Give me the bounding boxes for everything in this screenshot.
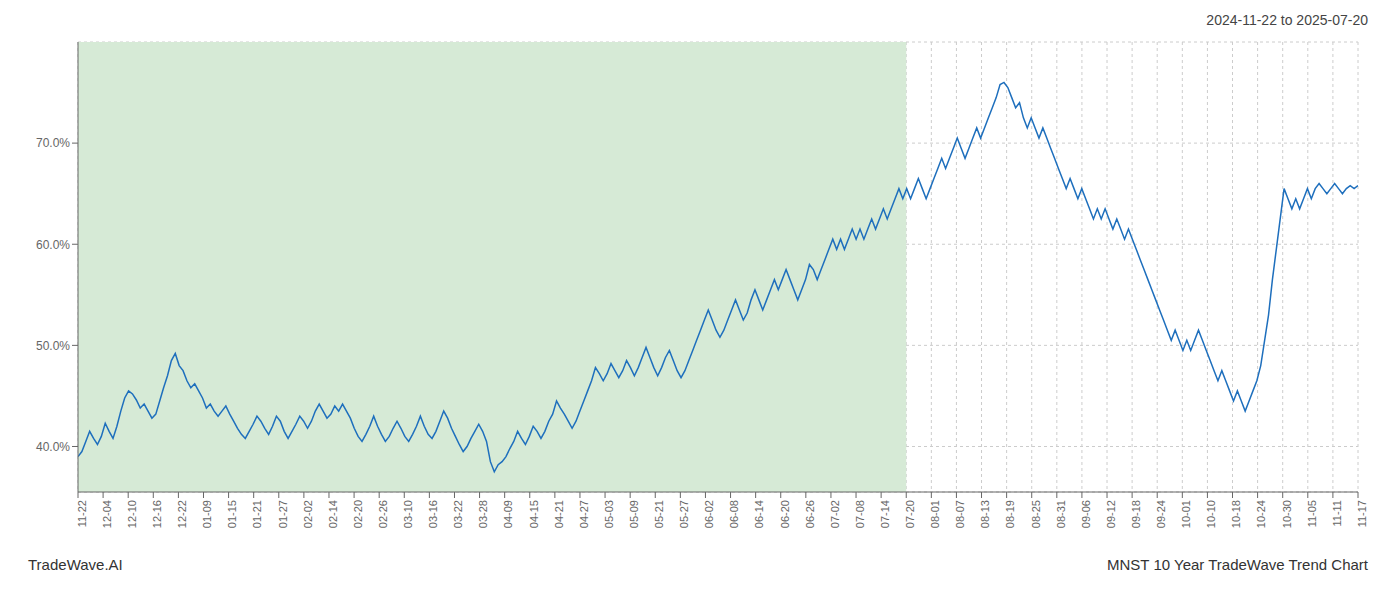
- svg-text:07-20: 07-20: [904, 500, 916, 528]
- svg-text:11-05: 11-05: [1306, 500, 1318, 527]
- svg-text:10-10: 10-10: [1205, 500, 1217, 528]
- svg-text:12-22: 12-22: [176, 500, 188, 528]
- svg-text:12-04: 12-04: [101, 500, 113, 528]
- svg-text:09-18: 09-18: [1130, 500, 1142, 528]
- svg-text:06-20: 06-20: [779, 500, 791, 528]
- svg-text:02-20: 02-20: [352, 500, 364, 528]
- svg-text:01-15: 01-15: [226, 500, 238, 528]
- svg-text:02-26: 02-26: [377, 500, 389, 528]
- html-text:2024-11-22 to 2025-07-20: 2024-11-22 to 2025-07-20: [1206, 12, 1368, 28]
- svg-text:11-17: 11-17: [1356, 500, 1368, 527]
- svg-text:06-26: 06-26: [804, 500, 816, 528]
- svg-text:07-02: 07-02: [829, 500, 841, 528]
- svg-text:06-14: 06-14: [753, 500, 765, 528]
- svg-text:05-27: 05-27: [678, 500, 690, 528]
- html-text:MNST 10 Year TradeWave Trend C: MNST 10 Year TradeWave Trend Chart: [1107, 556, 1368, 573]
- svg-text:03-22: 03-22: [452, 500, 464, 528]
- svg-text:12-16: 12-16: [151, 500, 163, 528]
- svg-text:04-27: 04-27: [578, 500, 590, 528]
- svg-text:06-02: 06-02: [703, 500, 715, 528]
- svg-text:70.0%: 70.0%: [36, 136, 70, 150]
- svg-text:09-06: 09-06: [1080, 500, 1092, 528]
- svg-text:09-24: 09-24: [1155, 500, 1167, 528]
- svg-text:09-12: 09-12: [1105, 500, 1117, 528]
- svg-text:01-21: 01-21: [251, 500, 263, 528]
- svg-text:10-24: 10-24: [1255, 500, 1267, 528]
- svg-text:07-08: 07-08: [854, 500, 866, 528]
- svg-text:02-02: 02-02: [302, 500, 314, 528]
- svg-text:08-31: 08-31: [1055, 500, 1067, 528]
- svg-text:08-01: 08-01: [929, 500, 941, 528]
- svg-text:04-21: 04-21: [553, 500, 565, 528]
- svg-text:02-14: 02-14: [327, 500, 339, 528]
- svg-text:01-09: 01-09: [201, 500, 213, 528]
- svg-text:04-15: 04-15: [528, 500, 540, 528]
- svg-text:05-03: 05-03: [603, 500, 615, 528]
- svg-text:03-10: 03-10: [402, 500, 414, 528]
- svg-text:60.0%: 60.0%: [36, 238, 70, 252]
- svg-text:08-19: 08-19: [1004, 500, 1016, 528]
- svg-text:40.0%: 40.0%: [36, 440, 70, 454]
- svg-text:06-08: 06-08: [728, 500, 740, 528]
- svg-text:10-30: 10-30: [1281, 500, 1293, 528]
- svg-text:50.0%: 50.0%: [36, 339, 70, 353]
- svg-text:01-27: 01-27: [277, 500, 289, 528]
- svg-text:08-13: 08-13: [979, 500, 991, 528]
- html-text:TradeWave.AI: TradeWave.AI: [28, 556, 123, 573]
- svg-text:05-09: 05-09: [628, 500, 640, 528]
- svg-text:07-14: 07-14: [879, 500, 891, 528]
- svg-text:11-22: 11-22: [76, 500, 88, 527]
- svg-text:08-25: 08-25: [1030, 500, 1042, 528]
- svg-text:10-18: 10-18: [1230, 500, 1242, 528]
- svg-text:11-11: 11-11: [1331, 500, 1343, 527]
- svg-text:05-21: 05-21: [653, 500, 665, 528]
- svg-text:03-16: 03-16: [427, 500, 439, 528]
- svg-text:04-09: 04-09: [502, 500, 514, 528]
- svg-text:03-28: 03-28: [477, 500, 489, 528]
- svg-text:12-10: 12-10: [126, 500, 138, 528]
- svg-text:08-07: 08-07: [954, 500, 966, 528]
- svg-text:10-01: 10-01: [1180, 500, 1192, 528]
